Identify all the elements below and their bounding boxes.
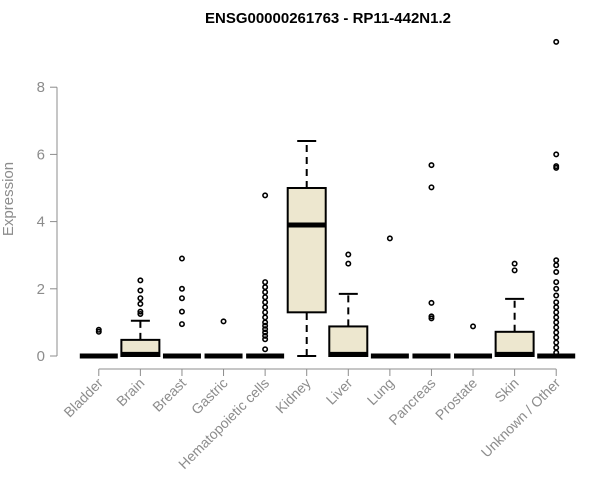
outlier-point bbox=[137, 295, 144, 302]
outlier-point bbox=[553, 257, 560, 264]
outlier-point bbox=[553, 285, 560, 292]
x-tick-label: Unknown / Other bbox=[478, 375, 564, 461]
x-tick-label: Breast bbox=[149, 375, 189, 415]
outlier-point bbox=[262, 289, 269, 296]
outlier-point bbox=[553, 279, 560, 286]
outlier-point bbox=[178, 285, 185, 292]
x-tick-label: Prostate bbox=[432, 375, 480, 423]
outlier-point bbox=[553, 309, 560, 316]
outlier-point bbox=[553, 334, 560, 341]
outlier-point bbox=[178, 255, 185, 262]
y-tick-label: 4 bbox=[37, 214, 45, 231]
outlier-point bbox=[178, 308, 185, 315]
y-tick-label: 2 bbox=[37, 281, 45, 298]
outlier-point bbox=[178, 321, 185, 328]
outlier-point bbox=[553, 299, 560, 306]
outlier-point bbox=[553, 349, 560, 356]
outlier-point bbox=[345, 251, 352, 258]
outlier-point bbox=[262, 326, 269, 333]
box-iqr bbox=[286, 187, 327, 314]
outlier-point bbox=[553, 314, 560, 321]
outlier-point bbox=[262, 329, 269, 336]
box-brain bbox=[120, 277, 161, 358]
box-iqr bbox=[328, 325, 369, 358]
outlier-point bbox=[553, 38, 560, 45]
outlier-point bbox=[511, 267, 518, 274]
outlier-point bbox=[428, 162, 435, 169]
outlier-point bbox=[428, 313, 435, 320]
outlier-point bbox=[428, 299, 435, 306]
outlier-point bbox=[137, 287, 144, 294]
outlier-point bbox=[553, 344, 560, 351]
outlier-point bbox=[137, 310, 144, 317]
box-breast bbox=[162, 255, 201, 359]
x-tick-label: Liver bbox=[323, 375, 356, 408]
outlier-point bbox=[178, 295, 185, 302]
outlier-point bbox=[262, 294, 269, 301]
box-unknown-other bbox=[537, 38, 576, 359]
outlier-point bbox=[553, 339, 560, 346]
box-pancreas bbox=[412, 162, 451, 359]
outlier-point bbox=[553, 262, 560, 269]
outlier-point bbox=[470, 323, 477, 330]
outlier-point bbox=[553, 151, 560, 158]
outlier-point bbox=[511, 260, 518, 267]
box-hematopoietic-cells bbox=[246, 192, 285, 359]
outlier-point bbox=[262, 284, 269, 291]
boxes bbox=[79, 38, 576, 359]
outlier-point bbox=[386, 235, 393, 242]
outlier-point bbox=[262, 346, 269, 353]
y-axis: 0 2 4 6 8 bbox=[37, 79, 58, 365]
y-tick-label: 6 bbox=[37, 146, 45, 163]
x-tick-label: Brain bbox=[113, 375, 147, 409]
outlier-point bbox=[262, 299, 269, 306]
outlier-point bbox=[553, 329, 560, 336]
outlier-point bbox=[553, 319, 560, 326]
outlier-point bbox=[262, 332, 269, 339]
outlier-point bbox=[262, 309, 269, 316]
box-prostate bbox=[454, 323, 493, 359]
outlier-point bbox=[262, 314, 269, 321]
box-skin bbox=[494, 260, 535, 358]
outlier-point bbox=[428, 184, 435, 191]
outlier-point bbox=[553, 304, 560, 311]
x-tick-label: Kidney bbox=[272, 375, 314, 417]
outlier-point bbox=[262, 279, 269, 286]
x-tick-label: Skin bbox=[491, 375, 522, 406]
outlier-point bbox=[262, 304, 269, 311]
outlier-point bbox=[137, 308, 144, 315]
x-tick-label: Bladder bbox=[60, 375, 106, 421]
box-kidney bbox=[286, 139, 327, 357]
outlier-point bbox=[262, 336, 269, 343]
chart-title: ENSG00000261763 - RP11-442N1.2 bbox=[205, 10, 451, 27]
box-gastric bbox=[204, 318, 243, 359]
outlier-point bbox=[262, 319, 269, 326]
outlier-point bbox=[220, 318, 227, 325]
y-axis-label: Expression bbox=[0, 162, 17, 236]
outlier-point bbox=[262, 322, 269, 329]
outlier-point bbox=[262, 192, 269, 199]
outlier-point bbox=[553, 268, 560, 275]
outlier-point bbox=[95, 326, 102, 333]
box-bladder bbox=[79, 326, 118, 359]
outlier-point bbox=[553, 163, 560, 170]
outlier-point bbox=[553, 292, 560, 299]
outlier-point bbox=[553, 324, 560, 331]
y-tick-label: 8 bbox=[37, 79, 45, 96]
x-tick-label: Lung bbox=[364, 375, 397, 408]
outlier-point bbox=[345, 260, 352, 267]
box-lung bbox=[370, 235, 409, 359]
box-liver bbox=[328, 251, 369, 358]
outlier-point bbox=[137, 277, 144, 284]
outlier-point bbox=[137, 300, 144, 307]
y-tick-label: 0 bbox=[37, 348, 45, 365]
